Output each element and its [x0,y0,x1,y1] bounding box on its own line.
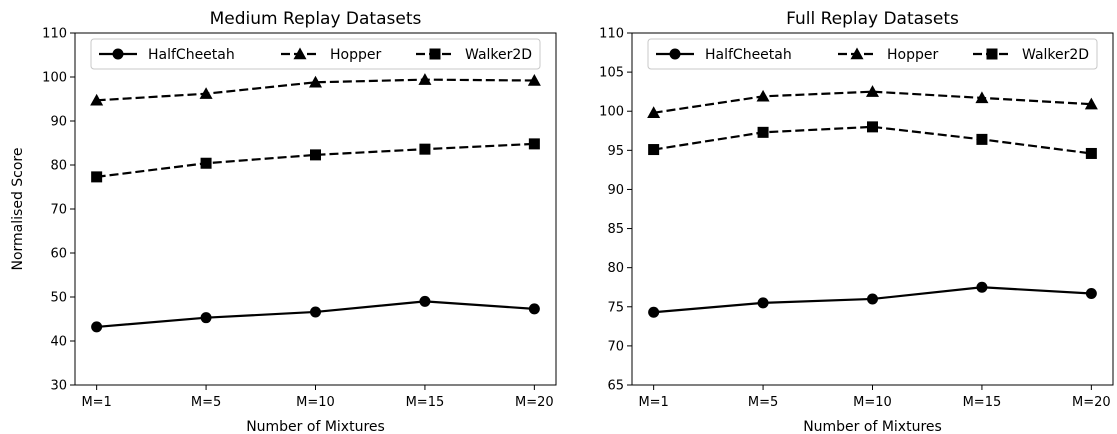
legend-label: Walker2D [1022,47,1089,63]
data-point [976,281,988,293]
data-point [647,106,661,118]
legend-label: Hopper [330,47,381,63]
chart-title: Medium Replay Datasets [210,9,422,29]
x-tick-label: M=20 [1072,395,1111,410]
series-line [653,90,1092,114]
legend-label: HalfCheetah [148,47,235,63]
series-walker2d [648,121,1097,159]
data-point [648,144,660,156]
y-tick-label: 70 [50,203,67,218]
series-walker2d [91,138,540,183]
series-halfcheetah [648,281,1097,318]
y-tick-label: 60 [50,247,67,262]
data-point [90,93,104,106]
y-tick-label: 85 [607,222,624,237]
data-point [419,295,431,307]
y-tick-label: 105 [599,66,624,81]
y-tick-label: 70 [607,339,624,354]
series-hopper [90,73,541,106]
data-point [199,87,213,99]
legend-marker [986,48,998,60]
data-point [1085,287,1097,299]
data-point [757,126,769,138]
data-point [756,89,770,102]
legend-marker [293,47,307,60]
series-line [96,142,535,178]
legend-marker [850,47,864,60]
series-halfcheetah [91,295,540,333]
x-tick-label: M=1 [81,395,111,410]
data-point [976,133,988,145]
legend-marker [669,48,681,60]
data-point [975,91,989,104]
data-point [91,171,103,183]
y-tick-label: 110 [42,27,67,42]
legend-marker [429,48,441,60]
x-axis-label: Number of Mixtures [246,419,385,434]
legend-label: Hopper [887,47,938,63]
legend: HalfCheetah Hopper Walker2D [647,38,1098,70]
x-tick-label: M=1 [638,395,668,410]
x-tick-label: M=20 [515,395,554,410]
data-point [309,75,322,88]
y-tick-label: 40 [50,335,67,350]
legend-marker [112,48,124,60]
y-tick-label: 65 [607,379,624,394]
y-tick-label: 50 [50,291,67,306]
data-point [867,121,878,133]
chart-panel-1: Medium Replay Datasets 30 40 50 60 70 80 90 100 1… [10,9,557,434]
x-tick-label: M=5 [748,395,778,410]
data-point [1084,97,1098,110]
y-tick-label: 95 [607,144,624,159]
data-point [527,74,541,86]
y-tick-label: 90 [607,183,624,198]
legend: HalfCheetah Hopper Walker2D [90,38,541,70]
y-tick-label: 75 [607,300,624,315]
data-point [91,321,103,333]
chart-panel-2: Full Replay Datasets 65 70 75 80 85 90 95 100 105… [599,9,1114,434]
data-point [419,143,431,155]
data-point [310,149,321,161]
x-axis-label: Number of Mixtures [803,419,942,434]
y-tick-label: 80 [50,159,67,174]
x-tick-label: M=15 [406,395,445,410]
data-point [867,293,878,305]
data-point [200,312,212,324]
y-tick-label: 110 [599,27,624,42]
data-point [866,85,879,97]
series-hopper [647,85,1098,118]
series-line [653,125,1092,155]
y-tick-label: 100 [599,105,624,120]
series-line [96,78,535,102]
data-point [418,73,432,85]
legend-label: HalfCheetah [705,47,792,63]
data-point [310,306,321,318]
legend-label: Walker2D [465,47,532,63]
x-tick-label: M=15 [963,395,1002,410]
y-tick-label: 80 [607,261,624,276]
data-point [648,306,660,318]
x-tick-label: M=5 [191,395,221,410]
chart-title: Full Replay Datasets [786,9,959,29]
y-tick-label: 30 [50,379,67,394]
x-tick-label: M=10 [853,395,892,410]
data-point [757,297,769,309]
y-tick-label: 100 [42,71,67,86]
y-tick-label: 90 [50,115,67,130]
data-point [528,303,540,315]
data-point [1085,147,1097,159]
y-axis-label: Normalised Score [10,148,26,271]
x-tick-label: M=10 [296,395,335,410]
data-point [200,157,212,169]
data-point [528,138,540,150]
